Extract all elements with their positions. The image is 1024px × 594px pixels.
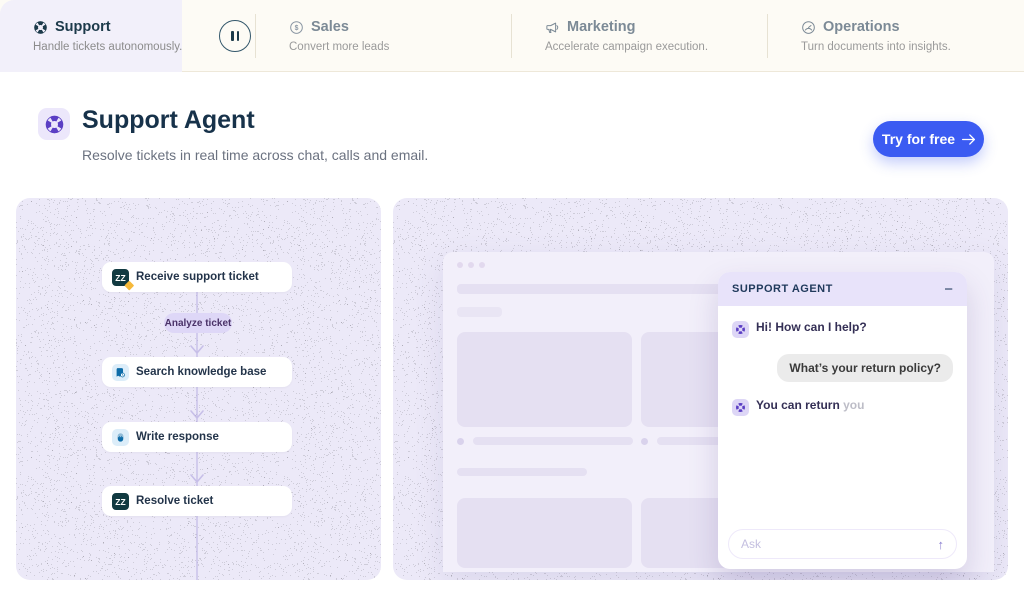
svg-text:ZZ: ZZ <box>115 273 125 283</box>
svg-text:$: $ <box>295 25 299 32</box>
svg-text:ZZ: ZZ <box>115 497 125 507</box>
